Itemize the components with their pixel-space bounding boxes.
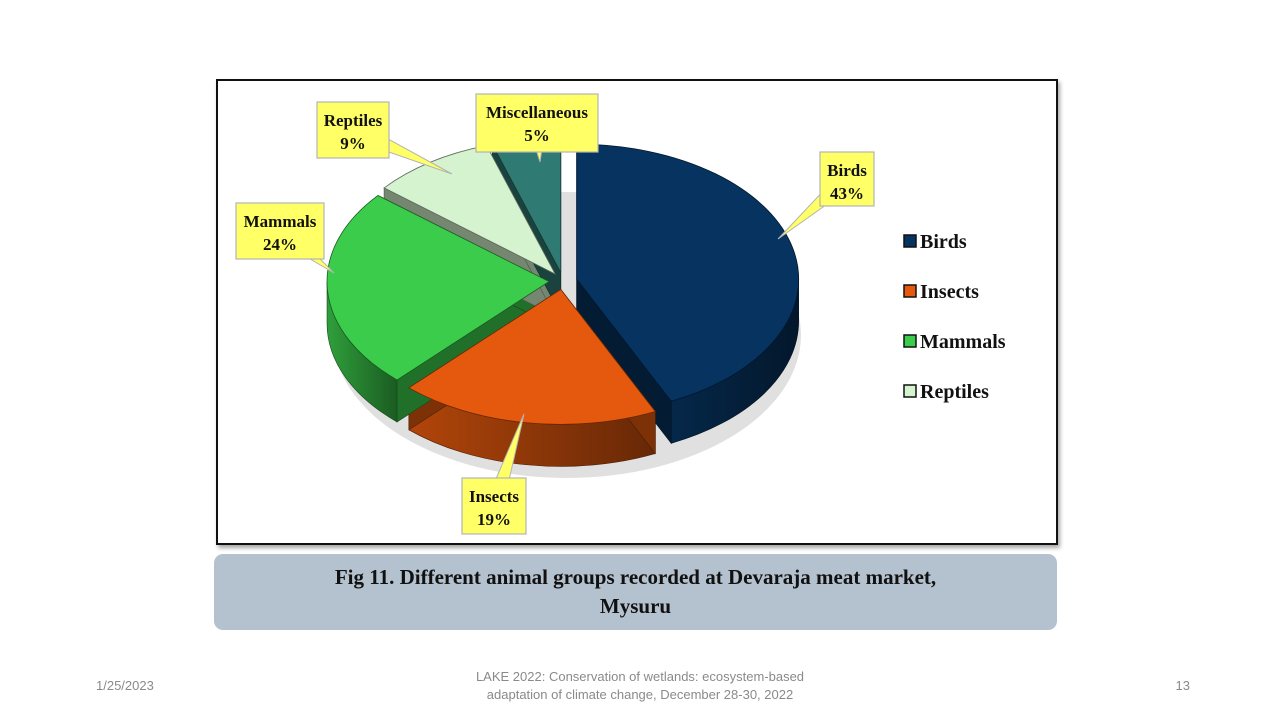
callout-birds: Birds 43% [777, 151, 875, 240]
callout-box-mammals [235, 202, 325, 260]
chart-frame: Birds 43% Insects 19% Mammals 24% Reptiles 9% Mi… [216, 79, 1058, 545]
footer-conference-line-2: adaptation of climate change, December 2… [486, 687, 794, 702]
callout-category-reptiles: Reptiles [324, 111, 383, 130]
callout-box-insects [461, 477, 527, 535]
legend-label-insects: Insects [920, 281, 979, 303]
legend-swatch-birds [903, 234, 917, 248]
callout-box-miscellaneous [475, 93, 599, 153]
callout-mammals: Mammals 24% [235, 202, 335, 274]
callout-value-mammals: 24% [263, 235, 297, 254]
pie-chart: Birds 43% Insects 19% Mammals 24% Reptiles 9% Mi… [235, 93, 1006, 535]
footer-date: 1/25/2023 [96, 678, 154, 693]
callout-category-mammals: Mammals [244, 212, 317, 231]
slide-number: 13 [1175, 678, 1190, 693]
figure-caption: Fig 11. Different animal groups recorded… [214, 554, 1057, 630]
legend-label-mammals: Mammals [920, 331, 1006, 353]
callout-value-insects: 19% [477, 510, 511, 529]
caption-line-1: Fig 11. Different animal groups recorded… [334, 565, 937, 589]
callout-category-miscellaneous: Miscellaneous [486, 103, 588, 122]
legend-label-birds: Birds [920, 231, 967, 253]
callout-value-birds: 43% [830, 184, 864, 203]
footer-conference: LAKE 2022: Conservation of wetlands: eco… [440, 668, 840, 704]
callout-box-reptiles [316, 101, 390, 159]
legend-label-reptiles: Reptiles [920, 381, 989, 403]
callout-miscellaneous: Miscellaneous 5% [475, 93, 599, 163]
legend-swatch-reptiles [903, 384, 917, 398]
callout-reptiles: Reptiles 9% [316, 101, 453, 175]
slice-birds [576, 143, 799, 402]
callout-box-birds [819, 151, 875, 207]
slice-mammals [326, 195, 550, 381]
caption-line-2: Mysuru [599, 594, 672, 618]
legend-swatch-mammals [903, 334, 917, 348]
slice-insects [408, 288, 657, 425]
callout-category-birds: Birds [827, 161, 867, 180]
callout-category-insects: Insects [469, 487, 519, 506]
legend-swatch-insects [903, 284, 917, 298]
footer-conference-line-1: LAKE 2022: Conservation of wetlands: eco… [475, 669, 805, 684]
callout-value-miscellaneous: 5% [524, 126, 550, 145]
callout-value-reptiles: 9% [340, 134, 366, 153]
callout-insects: Insects 19% [461, 413, 527, 535]
chart-legend: Birds Insects Mammals Reptiles [903, 231, 1006, 403]
